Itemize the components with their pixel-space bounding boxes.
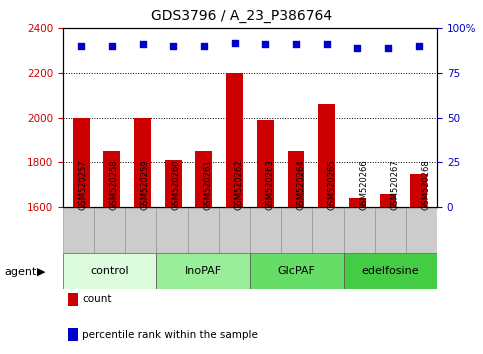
Bar (281, 208, 313, 253)
Point (139, 41, 146, 47)
Bar (410, 173, 427, 354)
Text: GDS3796 / A_23_P386764: GDS3796 / A_23_P386764 (151, 9, 332, 23)
Point (170, 44, 177, 49)
Text: GSM520268: GSM520268 (422, 159, 430, 210)
Bar (125, 208, 156, 253)
Text: GSM520265: GSM520265 (328, 159, 337, 210)
Text: InoPAF: InoPAF (185, 266, 222, 276)
Text: GlcPAF: GlcPAF (278, 266, 316, 276)
Text: GSM520262: GSM520262 (234, 159, 243, 210)
Text: GSM520263: GSM520263 (266, 159, 274, 210)
Bar (219, 208, 250, 253)
Bar (103, 151, 120, 354)
Bar (156, 208, 187, 253)
Bar (73, 118, 90, 354)
Bar (318, 104, 335, 354)
Bar (375, 208, 406, 253)
Text: GSM520261: GSM520261 (203, 159, 212, 210)
Text: agent: agent (5, 267, 37, 276)
Point (354, 45, 361, 51)
Text: control: control (90, 266, 129, 276)
Bar (349, 198, 366, 354)
Text: GSM520264: GSM520264 (297, 159, 306, 210)
Text: GSM520266: GSM520266 (359, 159, 368, 210)
Point (261, 41, 269, 47)
Point (77, 44, 85, 49)
Bar (343, 253, 437, 289)
Bar (313, 208, 343, 253)
Point (415, 44, 423, 49)
Point (323, 41, 330, 47)
Text: GSM520267: GSM520267 (390, 159, 399, 210)
Text: edelfosine: edelfosine (361, 266, 419, 276)
Text: GSM520257: GSM520257 (78, 159, 87, 210)
Bar (134, 118, 151, 354)
Point (292, 41, 300, 47)
Text: GSM520260: GSM520260 (172, 159, 181, 210)
Bar (63, 208, 94, 253)
Point (108, 44, 116, 49)
Bar (226, 73, 243, 354)
Text: GSM520259: GSM520259 (141, 159, 150, 210)
Bar (187, 208, 219, 253)
Bar (63, 253, 156, 289)
Point (200, 44, 208, 49)
Text: ▶: ▶ (37, 267, 45, 276)
Bar (156, 253, 250, 289)
Bar (257, 120, 274, 354)
Bar (250, 253, 343, 289)
Bar (250, 208, 281, 253)
Bar (165, 160, 182, 354)
Bar (94, 208, 125, 253)
Point (384, 45, 392, 51)
Point (231, 40, 239, 45)
Text: count: count (82, 294, 112, 304)
Text: percentile rank within the sample: percentile rank within the sample (82, 330, 258, 339)
Bar (343, 208, 375, 253)
Bar (196, 151, 213, 354)
Bar (380, 194, 397, 354)
Bar (287, 151, 304, 354)
Bar (406, 208, 437, 253)
Text: GSM520258: GSM520258 (110, 159, 119, 210)
